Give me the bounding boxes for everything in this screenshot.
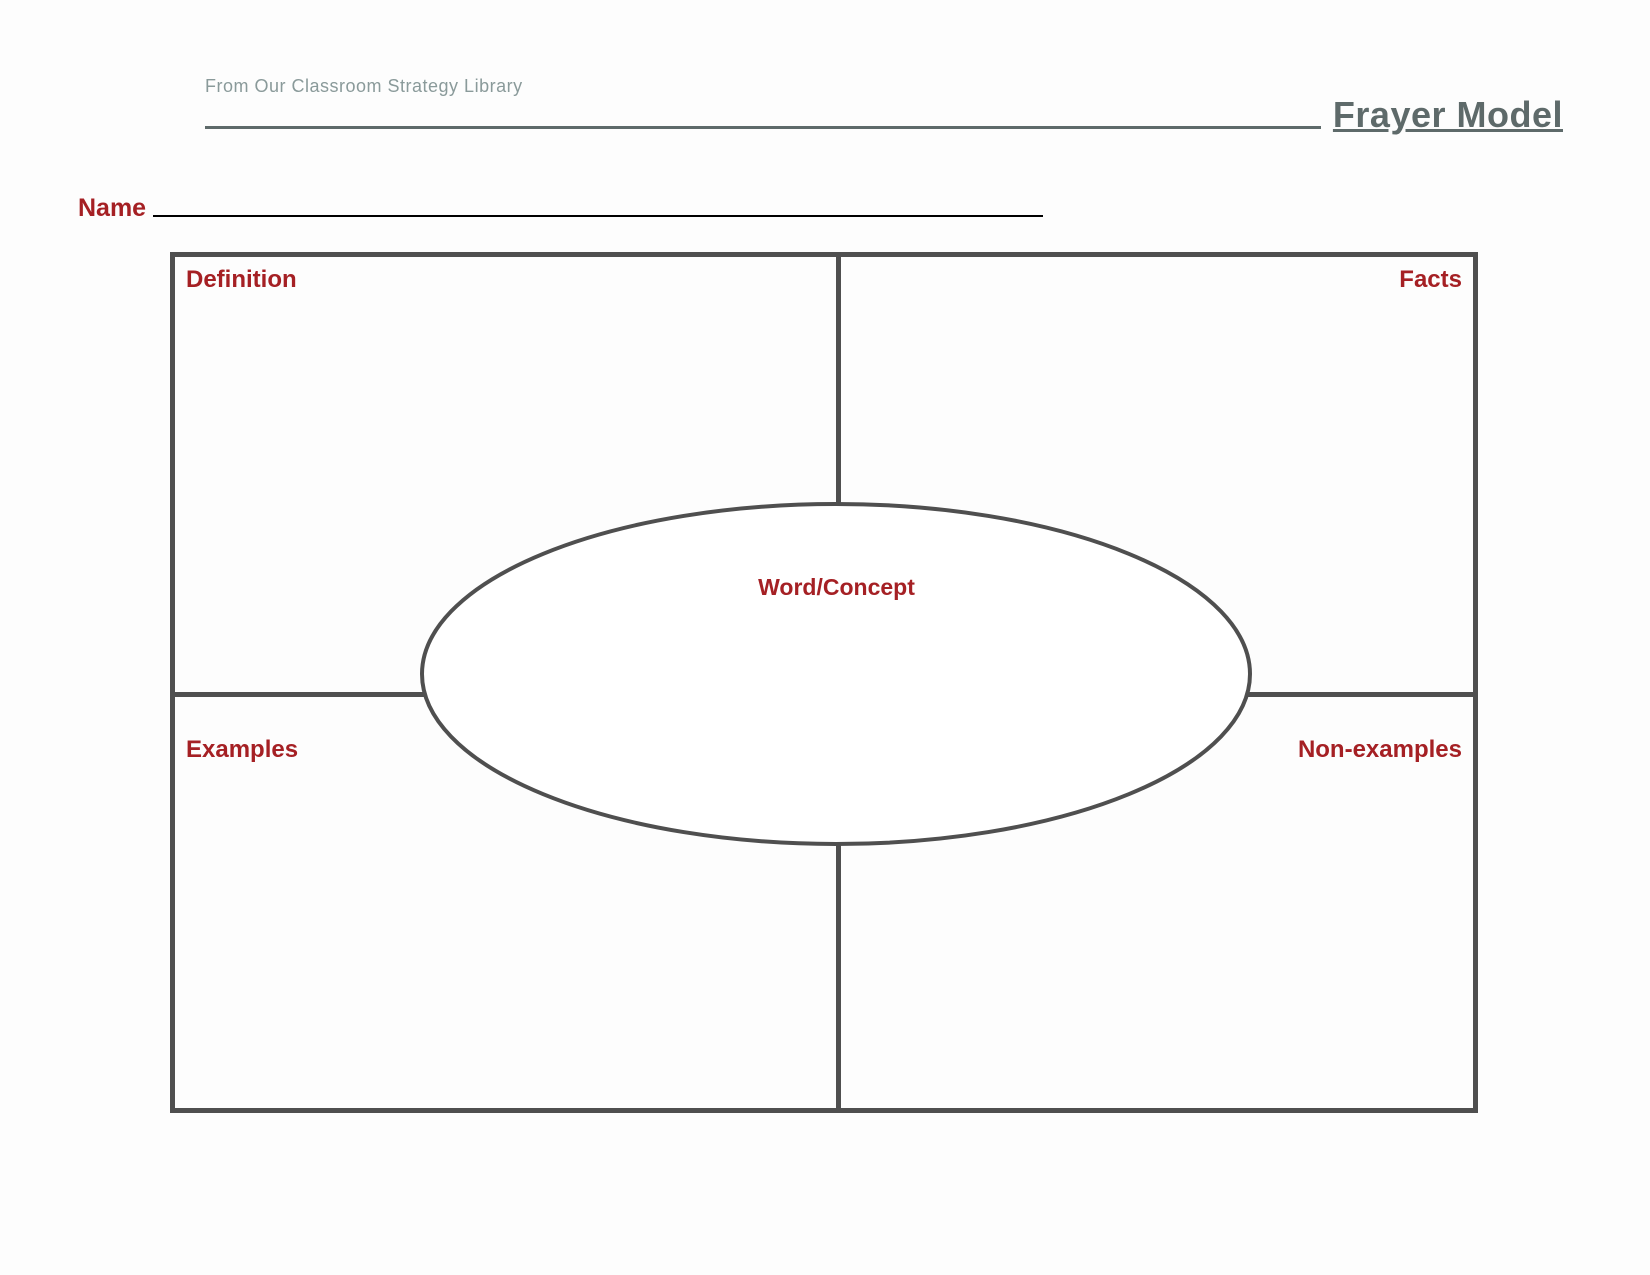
quadrant-label-examples: Examples: [186, 736, 298, 764]
ellipse-icon: [420, 502, 1253, 847]
quadrant-label-facts: Facts: [1399, 266, 1462, 294]
center-oval-label: Word/Concept: [420, 574, 1253, 601]
name-label: Name: [78, 194, 146, 223]
header-subtitle: From Our Classroom Strategy Library: [205, 76, 523, 97]
page-root: From Our Classroom Strategy Library Fray…: [0, 0, 1650, 1275]
quadrant-label-definition: Definition: [186, 266, 297, 294]
frayer-diagram: Definition Facts Examples Non-examples W…: [170, 252, 1478, 1113]
name-input-line[interactable]: [153, 215, 1043, 217]
header-title: Frayer Model: [1321, 94, 1563, 136]
quadrant-label-non-examples: Non-examples: [1298, 736, 1462, 764]
center-oval: Word/Concept: [420, 502, 1253, 847]
